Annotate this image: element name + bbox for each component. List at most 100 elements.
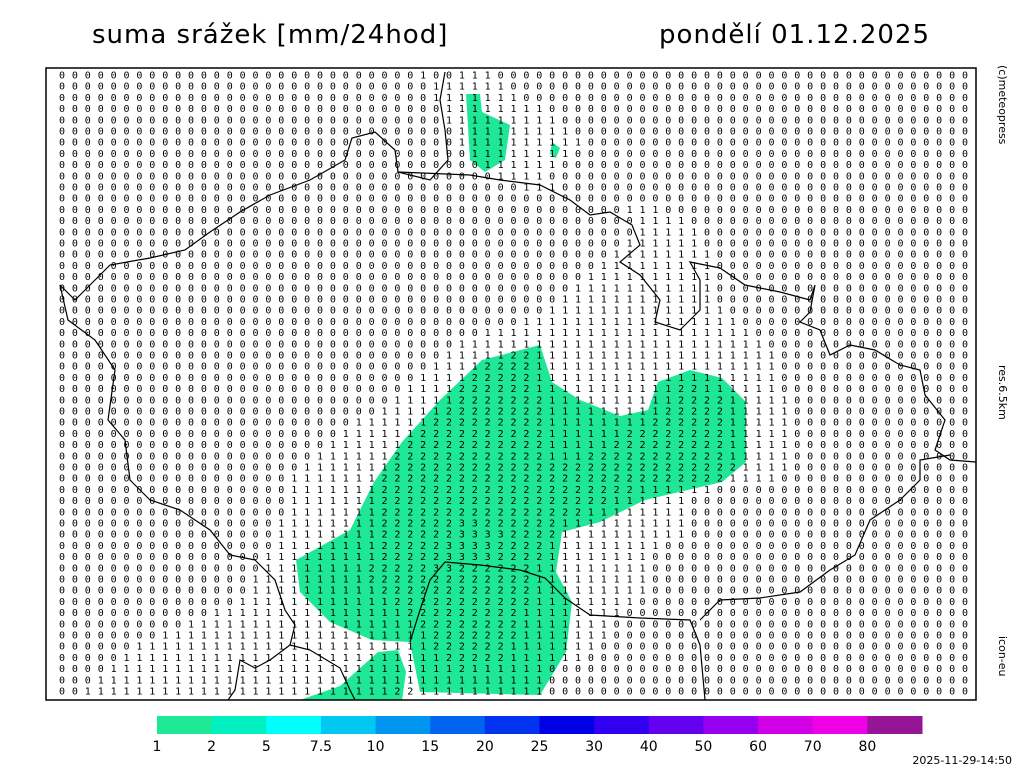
legend-label: 40 — [640, 739, 658, 755]
grid-row: 0000000000000000000000000000000000000000… — [59, 216, 968, 227]
model-label: icon-eu — [996, 636, 1009, 677]
grid-row: 0000000000000000000000000000000000000000… — [59, 250, 968, 261]
grid-row: 0000000011111111111111111111122222221111… — [59, 631, 968, 642]
grid-row: 0000000000000000011111111222222332222221… — [59, 519, 968, 530]
precip-area — [550, 142, 560, 158]
legend-label: 30 — [585, 739, 603, 755]
legend-label: 20 — [476, 739, 494, 755]
legend-swatch — [484, 716, 540, 734]
legend-label: 80 — [858, 739, 876, 755]
grid-row: 0000000000000000001111111222222222222222… — [59, 507, 968, 518]
grid-row: 0000000000000000000001111112222222222211… — [59, 440, 968, 451]
legend-label: 70 — [804, 739, 822, 755]
legend-swatch — [539, 716, 595, 734]
border-line — [289, 644, 356, 701]
grid-row: 0000000000000000000000000000001111111100… — [59, 104, 968, 115]
grid-row: 0000000000000000111111111222223333222211… — [59, 552, 968, 563]
legend-label: 7.5 — [310, 739, 332, 755]
grid-row: 0000000000000000000111111122222222222222… — [59, 463, 968, 474]
border-line — [409, 561, 706, 701]
grid-row: 0000001111111111111111111111122222211111… — [59, 642, 968, 653]
grid-row: 0000000000000000001111111222222222222222… — [59, 474, 968, 485]
grid-row: 0000000000000000000000000000000111111111… — [59, 339, 968, 350]
border-line — [59, 71, 449, 301]
grid-row: 0000000000000000000000000000000000000011… — [59, 306, 968, 317]
grid-row: 0000111111111111111111111111111211111100… — [59, 664, 968, 675]
legend-label: 2 — [207, 739, 216, 755]
grid-row: 0000000000000000000000000000000001111111… — [59, 328, 968, 339]
grid-row: 0000000000000000000000000000001111122111… — [59, 351, 968, 362]
grid-row: 0000000000111111111111111111222222221111… — [59, 619, 968, 630]
grid-row: 0000000000000000000011111122222222222211… — [59, 451, 968, 462]
grid-row: 0000000000000000011111111222222333322221… — [59, 530, 968, 541]
map-frame — [45, 67, 977, 701]
grid-row: 0000000000000000000000111111222222222211… — [59, 429, 968, 440]
grid-row: 0000000000000000000000000000011111100000… — [59, 82, 968, 93]
grid-row: 0000000000000000000000000000000000000000… — [59, 261, 968, 272]
grid-row: 0000011111111111111111111111112222211111… — [59, 653, 968, 664]
legend-label: 5 — [262, 739, 271, 755]
border-line — [59, 284, 296, 701]
grid-row: 0000000000000000000000000001111222222111… — [59, 384, 968, 395]
grid-row: 0000000000000000000000000000100111000000… — [59, 71, 968, 82]
grid-row: 0000000000000001111111112222222222222111… — [59, 575, 968, 586]
value-grid: 0000000000000000000000000000100111000000… — [59, 71, 968, 698]
legend-swatch — [867, 716, 923, 734]
grid-row: 0000000000000000000000000000001111111110… — [59, 115, 968, 126]
legend-swatch — [594, 716, 650, 734]
precip-area — [296, 345, 746, 695]
border-line — [699, 454, 951, 621]
grid-row: 0000000000000000111111112222233222222111… — [59, 563, 968, 574]
grid-row: 0000000000000000000000000000000111111111… — [59, 138, 968, 149]
grid-row: 0000000000000000001111111222222222222222… — [59, 496, 968, 507]
title: suma srážek [mm/24hod] — [92, 20, 448, 50]
grid-row: 0000000000000000000000000000000001111110… — [59, 160, 968, 171]
grid-row: 0000000000000001111111111222222222222111… — [59, 586, 968, 597]
legend-label: 60 — [749, 739, 767, 755]
grid-row: 0000000000000000000000000000000000000000… — [59, 239, 968, 250]
grid-row: 0000000000001111111111111112222222221111… — [59, 608, 968, 619]
border-line — [397, 171, 977, 463]
grid-row: 0000000000000000000000000000000000111100… — [59, 171, 968, 182]
legend-swatch — [266, 716, 322, 734]
grid-row: 0000000000000000000000000000000000001111… — [59, 317, 968, 328]
legend-swatch — [157, 716, 213, 734]
legend-label: 10 — [367, 739, 385, 755]
grid-row: 0011111111111111111111111122111111111100… — [59, 687, 968, 698]
timestamp: 2025-11-29-14:50 — [912, 754, 1012, 767]
copyright: (c)meteopress — [996, 65, 1009, 145]
date: pondělí 01.12.2025 — [659, 20, 930, 50]
grid-row: 0000000000000000000000000000011112222111… — [59, 362, 968, 373]
grid-row: 0000000000000000000000000000000000000000… — [59, 205, 968, 216]
grid-row: 0000000000000000000000000000000111111111… — [59, 127, 968, 138]
legend-label: 50 — [695, 739, 713, 755]
precip-shading — [296, 94, 746, 700]
grid-row: 0000000000000000000000000000000011111111… — [59, 149, 968, 160]
grid-row: 0000000000000000011111111222223333222211… — [59, 541, 968, 552]
color-legend: 1 2 5 7.5 10 15 20 25 30 40 50 60 70 80 — [153, 716, 923, 755]
grid-row: 0001111111111111111111111111111111111100… — [59, 675, 968, 686]
legend-label: 1 — [153, 739, 162, 755]
legend-swatch — [812, 716, 868, 734]
grid-row: 0000000000000000000000000000111122222111… — [59, 373, 968, 384]
legend-label: 15 — [421, 739, 439, 755]
grid-row: 0000000000000000000000011111122222222211… — [59, 418, 968, 429]
grid-row: 0000000000000000000000000000000000001110… — [59, 183, 968, 194]
legend-swatch — [375, 716, 431, 734]
legend-swatch — [430, 716, 486, 734]
grid-row: 0000000000000011111111111122222222222111… — [59, 597, 968, 608]
grid-row: 0000000000000000000000000111112222222211… — [59, 407, 968, 418]
borders — [59, 71, 977, 701]
legend-swatch — [211, 716, 267, 734]
grid-row: 0000000000000000000000000000000000000000… — [59, 272, 968, 283]
grid-row: 0000000000000000000000000011111222222211… — [59, 395, 968, 406]
grid-row: 0000000000000000000000000000000000000000… — [59, 227, 968, 238]
precip-area — [300, 650, 406, 700]
precip-area — [466, 94, 510, 172]
legend-swatch — [703, 716, 759, 734]
grid-row: 0000000000000000001111111222222222222222… — [59, 485, 968, 496]
grid-row: 0000000000000000000000000000000000000001… — [59, 295, 968, 306]
grid-row: 0000000000000000000000000000011111110000… — [59, 93, 968, 104]
